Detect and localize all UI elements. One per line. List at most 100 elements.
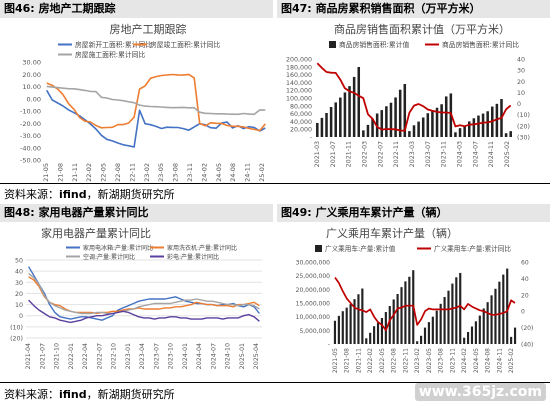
chart-housing-sales-area: 商品房销售面积累计值（万平方米） 200,000180,000160,000140… [286, 22, 530, 167]
figure-title: 家用电器产量累计同比 [38, 206, 149, 219]
x-tick-label: 2023-03 [409, 141, 416, 167]
y2-tick-label: 40 [517, 57, 525, 64]
chart-appliance-output: 家用电器产量累计同比 50 40 30 20 10 0 (10) (20)2021-04 2021… [10, 226, 262, 369]
y-tick-label: 140,000 [286, 80, 312, 87]
bar [376, 322, 380, 344]
y-tick-label: 15,000,000 [296, 301, 331, 308]
figure-header-46: 图46: 房地产工期跟踪 [0, 0, 273, 18]
bar [385, 106, 388, 137]
x-tick-label: 2023-11 [441, 141, 448, 167]
chart-title: 广义乘用车累计产量（辆） [326, 226, 458, 240]
bar [398, 89, 402, 137]
bar [490, 295, 493, 344]
x-tick-label: 2023-07 [425, 141, 432, 167]
bar [486, 302, 489, 344]
bar [366, 124, 370, 137]
x-tick-label: 2023-02 [143, 163, 151, 182]
x-tick-label: 2024-11 [488, 141, 495, 167]
y2-tick-label: 40 [521, 276, 529, 283]
bar [349, 304, 352, 344]
y-tick-label: 60,000 [290, 111, 312, 118]
series-line [46, 89, 266, 148]
bar [369, 332, 372, 344]
bar [474, 321, 477, 344]
y2-tick-label: (20) [517, 123, 530, 130]
y-tick-label: 50 [15, 258, 23, 265]
figure-label: 图48: [4, 206, 35, 219]
chart-title: 家用电器产量累计同比 [41, 226, 151, 240]
bar [455, 277, 458, 344]
bar [333, 320, 337, 344]
bar [495, 103, 499, 137]
figure-title: 商品房累积销售面积（万平方米） [315, 2, 481, 15]
bar [477, 115, 480, 137]
bar [481, 113, 485, 137]
y-tick-label: 160,000 [286, 72, 312, 79]
y2-tick-label: (20) [521, 325, 533, 332]
bar [329, 107, 333, 137]
bar [431, 110, 434, 137]
bar [392, 299, 395, 344]
y2-tick-label: (10) [517, 112, 530, 119]
legend-label: 广义乘用车:产量:累计同比 [434, 244, 511, 253]
bar [510, 336, 513, 344]
figure-title: 广义乘用车累计产量（辆） [315, 206, 448, 219]
y2-tick-label: 0 [521, 309, 525, 316]
x-tick-label: 2021-05 [332, 348, 339, 373]
legend-label: 广义乘用车:产量:累计值 [325, 244, 396, 253]
x-tick-label: 2024-11 [496, 348, 503, 373]
bar [412, 125, 416, 137]
bar [463, 126, 466, 137]
y-tick-label: 10.00 [22, 83, 41, 91]
x-tick-label: 2024-05 [473, 348, 480, 373]
x-tick-label: 2024-08 [485, 348, 492, 373]
y-tick-label: 30 [15, 280, 23, 287]
bar [472, 118, 476, 137]
x-tick-label: 2021-08 [56, 163, 64, 182]
legend-label: 商品房销售面积:累计值 [339, 40, 409, 49]
chart-title: 商品房销售面积累计值（万平方米） [334, 22, 510, 36]
y-tick-label: 5,000,000 [299, 328, 330, 335]
bar [486, 111, 489, 137]
bar [454, 132, 457, 137]
x-tick-label: 2022-05 [100, 163, 108, 182]
bar [451, 283, 454, 344]
bar [348, 86, 351, 137]
bar [361, 288, 364, 344]
y2-tick-label: 30 [517, 68, 525, 75]
bar [408, 131, 411, 137]
y-tick-label: 0.00 [27, 95, 41, 103]
y2-tick-label: 20 [521, 292, 529, 299]
x-tick-label: 2025-02 [258, 163, 266, 182]
source-suffix: ，新湖期货研究所 [86, 188, 175, 201]
bar [343, 92, 347, 137]
y-tick-label: 20 [15, 291, 23, 298]
divider [0, 382, 550, 383]
source-suffix: ，新湖期货研究所 [86, 388, 175, 401]
y-tick-label: - [328, 342, 330, 349]
y2-tick-label: 20 [517, 79, 525, 86]
y-tick-label: (20) [10, 336, 23, 343]
y-tick-label: 25,000,000 [296, 273, 331, 280]
figure-header-48: 图48: 家用电器产量累计同比 [0, 204, 273, 222]
x-tick-label: 2023-11 [449, 348, 456, 373]
figure-title: 房地产工期跟踪 [38, 2, 116, 15]
x-tick-label: 2023-08 [438, 348, 445, 373]
bar [443, 296, 446, 344]
y2-tick-label: 10 [517, 90, 525, 97]
y-tick-label: 30,000,000 [296, 260, 331, 267]
y-tick-label: -20.00 [20, 120, 41, 128]
y-tick-label: 10 [15, 302, 23, 309]
x-tick-label: 2023-07 [153, 343, 160, 369]
series-line [316, 62, 512, 132]
y2-tick-label: (40) [521, 342, 533, 349]
x-tick-label: 2022-07 [96, 343, 103, 369]
x-tick-label: 2025-02 [508, 348, 515, 373]
y-tick-label: 20.00 [22, 71, 41, 79]
y-tick-label: 30.00 [22, 59, 41, 67]
x-tick-label: 2023-05 [157, 163, 165, 182]
figure-header-47: 图47: 商品房累积销售面积（万平方米） [277, 0, 550, 18]
y-tick-label: 20,000 [290, 127, 312, 134]
bar [396, 293, 399, 344]
bar [494, 288, 497, 344]
